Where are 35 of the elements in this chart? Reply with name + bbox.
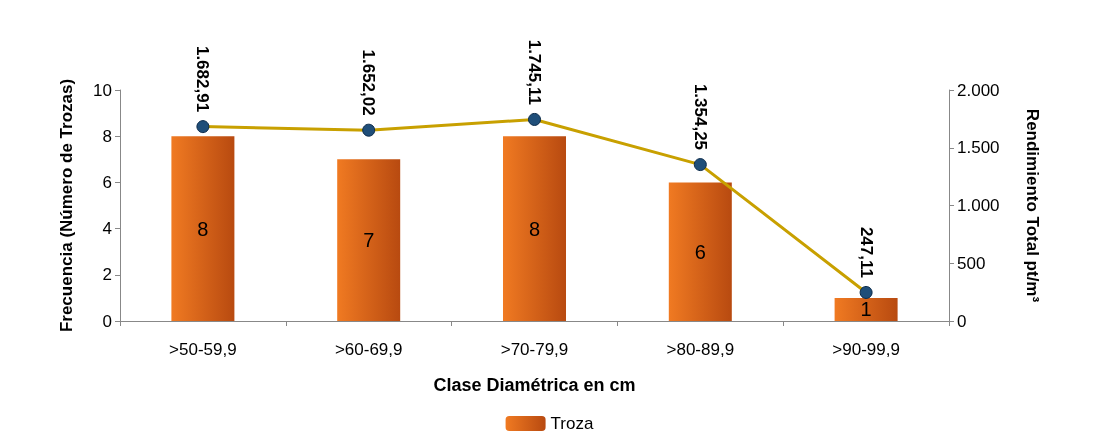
y2-tick-label: 2.000 — [957, 80, 1000, 100]
bar — [503, 136, 566, 321]
bar — [171, 136, 235, 321]
x-axis-title: Clase Diamétrica en cm — [433, 375, 636, 395]
y-tick-label: 8 — [102, 126, 112, 146]
data-label: 8 — [528, 217, 541, 240]
y-tick-label: 10 — [93, 80, 112, 100]
y-tick-label: 2 — [102, 265, 112, 285]
x-tick-label: >70-79,9 — [500, 340, 569, 359]
y2-tick-label: 0 — [957, 311, 967, 331]
x-tick-label: >60-69,9 — [334, 340, 403, 359]
y2-tick-label: 1.000 — [957, 196, 1000, 215]
y2-axis-title: Rendimiento Total pt/m³ — [1023, 108, 1042, 303]
x-tick-label: >50-59,9 — [169, 340, 237, 359]
x-tick-label: >80-89,9 — [666, 340, 735, 359]
y2-tick-label: 500 — [957, 253, 986, 273]
legend-label: Troza — [550, 414, 594, 433]
bar — [834, 297, 898, 321]
data-label: 7 — [363, 229, 375, 252]
data-label: 8 — [197, 217, 209, 240]
x-tick-label: >90-99,9 — [832, 340, 900, 359]
y-tick-label: 4 — [102, 219, 112, 239]
bar — [337, 159, 401, 321]
data-label: 1.682,91 — [193, 45, 213, 113]
data-label: 6 — [694, 240, 706, 263]
bar — [668, 182, 732, 321]
data-label: 247,11 — [856, 226, 876, 278]
y-tick-label: 0 — [102, 311, 112, 331]
data-label: 1.745,11 — [525, 39, 544, 105]
data-label: 1 — [860, 298, 872, 321]
y-tick-label: 6 — [102, 172, 112, 192]
data-label: 1.354,25 — [690, 83, 710, 151]
data-label: 1.652,02 — [359, 49, 379, 116]
y-axis-title: Frecuencia (Número de Trozas) — [57, 78, 76, 333]
y2-tick-label: 1.500 — [957, 138, 1000, 158]
